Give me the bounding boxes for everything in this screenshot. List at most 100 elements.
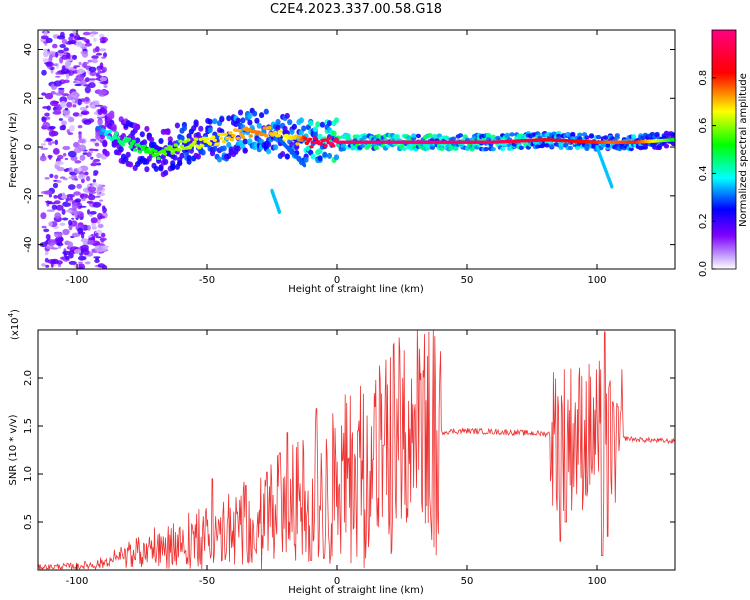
spectrogram-speckle xyxy=(78,205,87,208)
spectrogram-halo xyxy=(170,164,176,171)
spectrogram-ridge xyxy=(239,132,244,136)
spectrogram-ridge xyxy=(165,147,171,151)
spectrogram-speckle xyxy=(61,93,69,97)
spectrogram-halo xyxy=(291,123,297,130)
spectrogram-speckle xyxy=(74,198,82,203)
spectrogram-speckle xyxy=(91,58,98,64)
spectrogram-speckle xyxy=(47,239,56,246)
spectrogram-speckle xyxy=(87,235,93,238)
spectrogram-halo xyxy=(436,133,442,138)
spectrogram-speckle xyxy=(88,78,97,81)
spectrogram-halo xyxy=(549,144,555,149)
spectrogram-speckle xyxy=(47,51,56,54)
spectrogram-speckle xyxy=(41,225,47,229)
spectrogram-speckle xyxy=(73,141,80,148)
spectrogram-halo xyxy=(563,142,569,147)
spectrogram-ridge xyxy=(312,136,317,140)
spectrogram-speckle xyxy=(43,190,53,195)
spectrogram-speckle xyxy=(97,223,104,229)
spectrogram-speckle xyxy=(102,205,106,210)
spectrogram-halo xyxy=(577,132,583,138)
spectrogram-halo xyxy=(216,156,223,163)
spectrogram-ridge xyxy=(236,136,241,141)
spectrogram-speckle xyxy=(97,263,106,268)
spectrogram-ridge xyxy=(295,142,300,146)
spectrogram-speckle xyxy=(93,256,101,259)
spectrogram-halo xyxy=(558,145,564,150)
spectrogram-speckle xyxy=(45,37,53,44)
spectrogram-ridge xyxy=(131,139,136,144)
spectrogram-speckle xyxy=(67,39,77,45)
spectrogram-halo xyxy=(165,129,171,136)
spectrogram-speckle xyxy=(95,257,99,261)
spectrogram-halo xyxy=(256,122,262,129)
spectrogram-ridge xyxy=(310,140,316,145)
spectrogram-speckle xyxy=(61,54,69,60)
spectrogram-frame xyxy=(37,29,676,270)
spectrogram-halo xyxy=(289,128,295,135)
snr-xlabel: Height of straight line (km) xyxy=(288,585,424,596)
spectrogram-halo xyxy=(394,134,400,139)
spectrogram-halo xyxy=(350,146,356,151)
spectrogram-speckle xyxy=(89,211,97,215)
spectrogram-ridge xyxy=(273,130,278,135)
spectrogram-halo xyxy=(567,145,574,151)
spectrogram-speckle xyxy=(96,73,100,78)
spectrogram-xlabel: Height of straight line (km) xyxy=(288,284,424,295)
spectrogram-speckle xyxy=(66,194,75,198)
spectrogram-speckle xyxy=(50,91,56,95)
spectrogram-speckle xyxy=(55,204,64,211)
spectrogram-speckle xyxy=(62,65,66,71)
spectrogram-speckle xyxy=(75,40,83,47)
colorbar-tick-label: 0.4 xyxy=(698,165,709,181)
spectrogram-speckle xyxy=(55,51,59,58)
spectrogram-ridge xyxy=(211,135,216,139)
spectrogram-speckle xyxy=(92,179,97,183)
spectrogram-ridge xyxy=(248,134,253,138)
snr-ytick-label: 1.5 xyxy=(23,418,34,434)
spectrogram-halo xyxy=(401,146,407,151)
spectrogram-ridge xyxy=(120,143,126,147)
spectrogram-speckle xyxy=(49,173,54,178)
spectrogram-ridge xyxy=(309,145,314,149)
spectrogram-speckle xyxy=(71,232,81,238)
spectrogram-speckle xyxy=(95,46,100,53)
spectrogram-ridge xyxy=(226,136,231,140)
spectrogram-ridge xyxy=(167,144,172,149)
spectrogram-speckle xyxy=(98,89,107,96)
spectrogram-speckle xyxy=(91,55,99,59)
spectrogram-speckle xyxy=(81,50,89,58)
spectrogram-ridge xyxy=(264,134,269,138)
spectrogram-speckle xyxy=(82,31,91,36)
spectrogram-speckle xyxy=(92,222,97,229)
spectrogram-speckle xyxy=(99,199,104,202)
spectrogram-ticks: -100 -50 0 50 100 -40 -20 0 20 40 xyxy=(23,30,675,286)
spectrogram-halo xyxy=(588,134,595,139)
colorbar-ticks: 0.0 0.2 0.4 0.6 0.8 xyxy=(698,70,716,277)
spectrogram-halo xyxy=(102,108,108,115)
snr-frame xyxy=(37,329,676,571)
spectrogram-speckle xyxy=(89,104,96,108)
spectrogram-speckle xyxy=(61,120,67,126)
spectrogram-ridge xyxy=(115,136,121,140)
spectrogram-speckle xyxy=(74,83,82,87)
spectrogram-speckle xyxy=(56,242,64,247)
spectrogram-ridge xyxy=(192,140,197,144)
spectrogram-ylabel: Frequency (Hz) xyxy=(8,112,19,188)
spectrogram-speckle xyxy=(40,147,49,150)
spectrogram-ridge xyxy=(240,135,246,139)
spectrogram-streak xyxy=(610,184,614,189)
colorbar-tick-label: 0.8 xyxy=(698,70,709,86)
spectrogram-speckle xyxy=(48,141,53,146)
colorbar-tick-label: 0.2 xyxy=(698,213,709,229)
snr-ytick-label: 2.0 xyxy=(23,370,34,386)
spectrogram-speckle xyxy=(78,266,84,269)
spectrogram-speckle xyxy=(63,168,69,172)
snr-ticks: -100 -50 0 50 100 0.5 1.0 1.5 2.0 xyxy=(23,330,675,587)
spectrogram-halo xyxy=(443,135,450,141)
spectrogram-ridge xyxy=(324,138,330,142)
spectrogram-speckle xyxy=(71,67,75,72)
spectrogram-ridge xyxy=(223,132,228,136)
spectrogram-ridge xyxy=(154,153,160,157)
